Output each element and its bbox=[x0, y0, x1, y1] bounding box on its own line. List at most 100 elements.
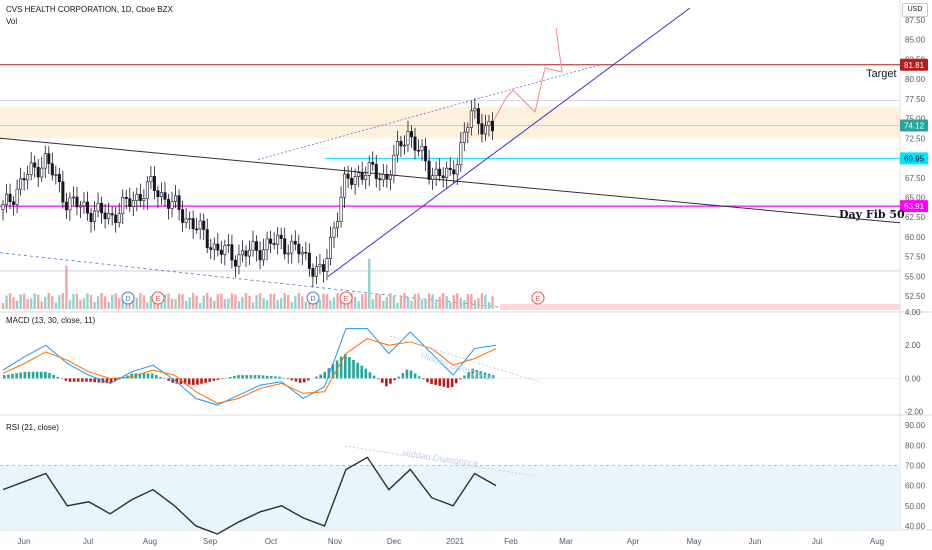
target-annotation: Target bbox=[866, 68, 897, 80]
volume-bar bbox=[466, 293, 470, 309]
volume-bar bbox=[142, 295, 146, 309]
volume-bar bbox=[86, 293, 89, 309]
volume-bar bbox=[132, 300, 135, 309]
volume-bar bbox=[364, 293, 367, 309]
volume-bars bbox=[1, 258, 494, 309]
candle bbox=[427, 149, 431, 185]
currency-button[interactable]: USD bbox=[902, 3, 928, 17]
volume-bar bbox=[110, 294, 114, 309]
candle-body bbox=[191, 218, 195, 230]
volume-bar bbox=[191, 293, 195, 309]
candle-body bbox=[255, 241, 259, 251]
candle-body bbox=[269, 238, 273, 244]
volume-bar bbox=[406, 297, 410, 309]
candle bbox=[163, 182, 167, 207]
candle-body bbox=[202, 220, 206, 230]
candle bbox=[307, 243, 311, 277]
macd-histogram-bar bbox=[113, 378, 117, 382]
candle bbox=[265, 231, 269, 261]
volume-bar bbox=[26, 299, 29, 309]
macd-tick-label: 4.00 bbox=[905, 308, 921, 317]
macd-histogram-bar bbox=[31, 371, 35, 379]
macd-histogram-bar bbox=[323, 371, 327, 379]
macd-histogram-bar bbox=[282, 377, 285, 379]
macd-histogram-bar bbox=[72, 378, 76, 382]
candle bbox=[22, 172, 26, 191]
macd-histogram-bar bbox=[138, 373, 142, 379]
macd-histogram-bar bbox=[3, 375, 6, 379]
macd-histogram-bar bbox=[380, 378, 384, 383]
candle bbox=[107, 202, 111, 225]
candle-body bbox=[357, 172, 361, 177]
macd-histogram-bar bbox=[19, 372, 23, 379]
candle bbox=[378, 172, 382, 191]
candle bbox=[54, 165, 58, 185]
candle bbox=[240, 240, 244, 263]
macd-histogram-bar bbox=[348, 357, 351, 379]
candle-body bbox=[138, 194, 142, 201]
volume-bar bbox=[392, 295, 396, 309]
volume-bar bbox=[37, 294, 40, 309]
volume-bar bbox=[184, 300, 188, 309]
candle bbox=[300, 246, 304, 265]
macd-histogram-bar bbox=[446, 378, 450, 388]
candle bbox=[43, 145, 47, 179]
candle-body bbox=[78, 205, 82, 208]
candle bbox=[332, 221, 336, 249]
volume-bar bbox=[96, 296, 100, 309]
volume-bar bbox=[297, 293, 300, 309]
candle bbox=[167, 193, 171, 220]
rsi-tick-label: 90.00 bbox=[905, 421, 926, 430]
volume-bar bbox=[371, 299, 374, 309]
candle-body bbox=[117, 213, 121, 223]
volume-bar bbox=[44, 296, 47, 309]
candle bbox=[198, 212, 202, 240]
rsi-divergence-line bbox=[344, 445, 536, 477]
rising-resistance-line bbox=[257, 64, 601, 160]
candle bbox=[462, 122, 466, 152]
candle-body bbox=[290, 240, 294, 254]
candle-body bbox=[181, 209, 185, 223]
candle bbox=[117, 202, 121, 228]
macd-histogram-bar bbox=[290, 378, 294, 381]
rsi-tick-label: 80.00 bbox=[905, 441, 926, 450]
volume-bar bbox=[244, 293, 248, 309]
volume-bar bbox=[463, 300, 466, 309]
candle bbox=[420, 139, 424, 162]
volume-bar bbox=[188, 297, 191, 309]
macd-histogram-bar bbox=[52, 374, 55, 379]
candle bbox=[262, 238, 266, 266]
target-price-badge-label: 81.81 bbox=[904, 61, 925, 70]
macd-histogram-bar bbox=[183, 378, 187, 385]
dividend-marker bbox=[306, 291, 320, 305]
projection-path bbox=[492, 27, 563, 123]
volume-bar bbox=[399, 295, 403, 309]
macd-histogram bbox=[3, 354, 495, 388]
candle-body bbox=[350, 178, 354, 185]
candle-body bbox=[438, 168, 442, 177]
candle bbox=[290, 234, 294, 264]
candle-body bbox=[230, 244, 234, 261]
macd-histogram-bar bbox=[409, 370, 413, 379]
macd-histogram-bar bbox=[93, 378, 96, 383]
last-price-badge-label: 74.12 bbox=[904, 121, 925, 130]
candle-body bbox=[336, 221, 340, 229]
candle-body bbox=[427, 160, 431, 180]
price-tick-label: 80.00 bbox=[905, 75, 926, 84]
volume-bar bbox=[265, 300, 269, 309]
volume-bar bbox=[135, 297, 139, 309]
earnings-marker bbox=[531, 291, 545, 305]
candle bbox=[434, 161, 438, 186]
candle-body bbox=[325, 258, 329, 272]
volume-bar bbox=[360, 294, 364, 309]
volume-bar bbox=[375, 293, 378, 309]
price-tick-label: 67.50 bbox=[905, 174, 926, 183]
macd-histogram-bar bbox=[48, 373, 51, 379]
earnings-marker-label: E bbox=[536, 296, 541, 303]
candle bbox=[149, 165, 153, 190]
candle bbox=[304, 241, 308, 261]
macd-tick-label: 2.00 bbox=[905, 341, 921, 350]
candle bbox=[353, 168, 357, 195]
price-tick-label: 72.50 bbox=[905, 134, 926, 143]
